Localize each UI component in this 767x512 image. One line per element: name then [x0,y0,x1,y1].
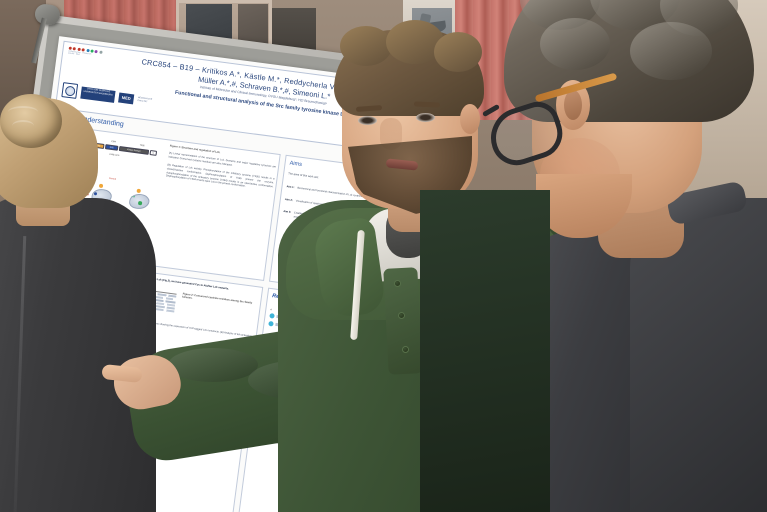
hair-texture [630,22,712,80]
eye-left [358,116,377,125]
woman-jacket [0,198,156,512]
hair-tuft [340,26,392,66]
background-dark-wedge [420,190,550,512]
glasses-bridge [481,103,501,118]
university-seal-icon [61,82,79,99]
hair-strand [12,120,34,132]
sleeve-fold [168,348,258,382]
hoodie-button [402,346,409,353]
person-woman-left [0,94,156,512]
nose [380,118,402,150]
hair-texture [540,18,610,70]
hoodie-placket [383,267,423,375]
man-center-ear [460,104,480,134]
crc-logo: Collaborative Research Centre 854 [66,46,108,72]
university-logo-text: OTTO VON GUERICKE UNIVERSITÄT MAGDEBURG [80,86,116,103]
hair-tuft [434,32,482,72]
hair-strand [8,106,38,118]
eye-right [416,113,435,122]
hoodie-button [394,280,401,287]
hoodie-button [398,312,405,319]
man-right-ear-inner [564,90,582,120]
